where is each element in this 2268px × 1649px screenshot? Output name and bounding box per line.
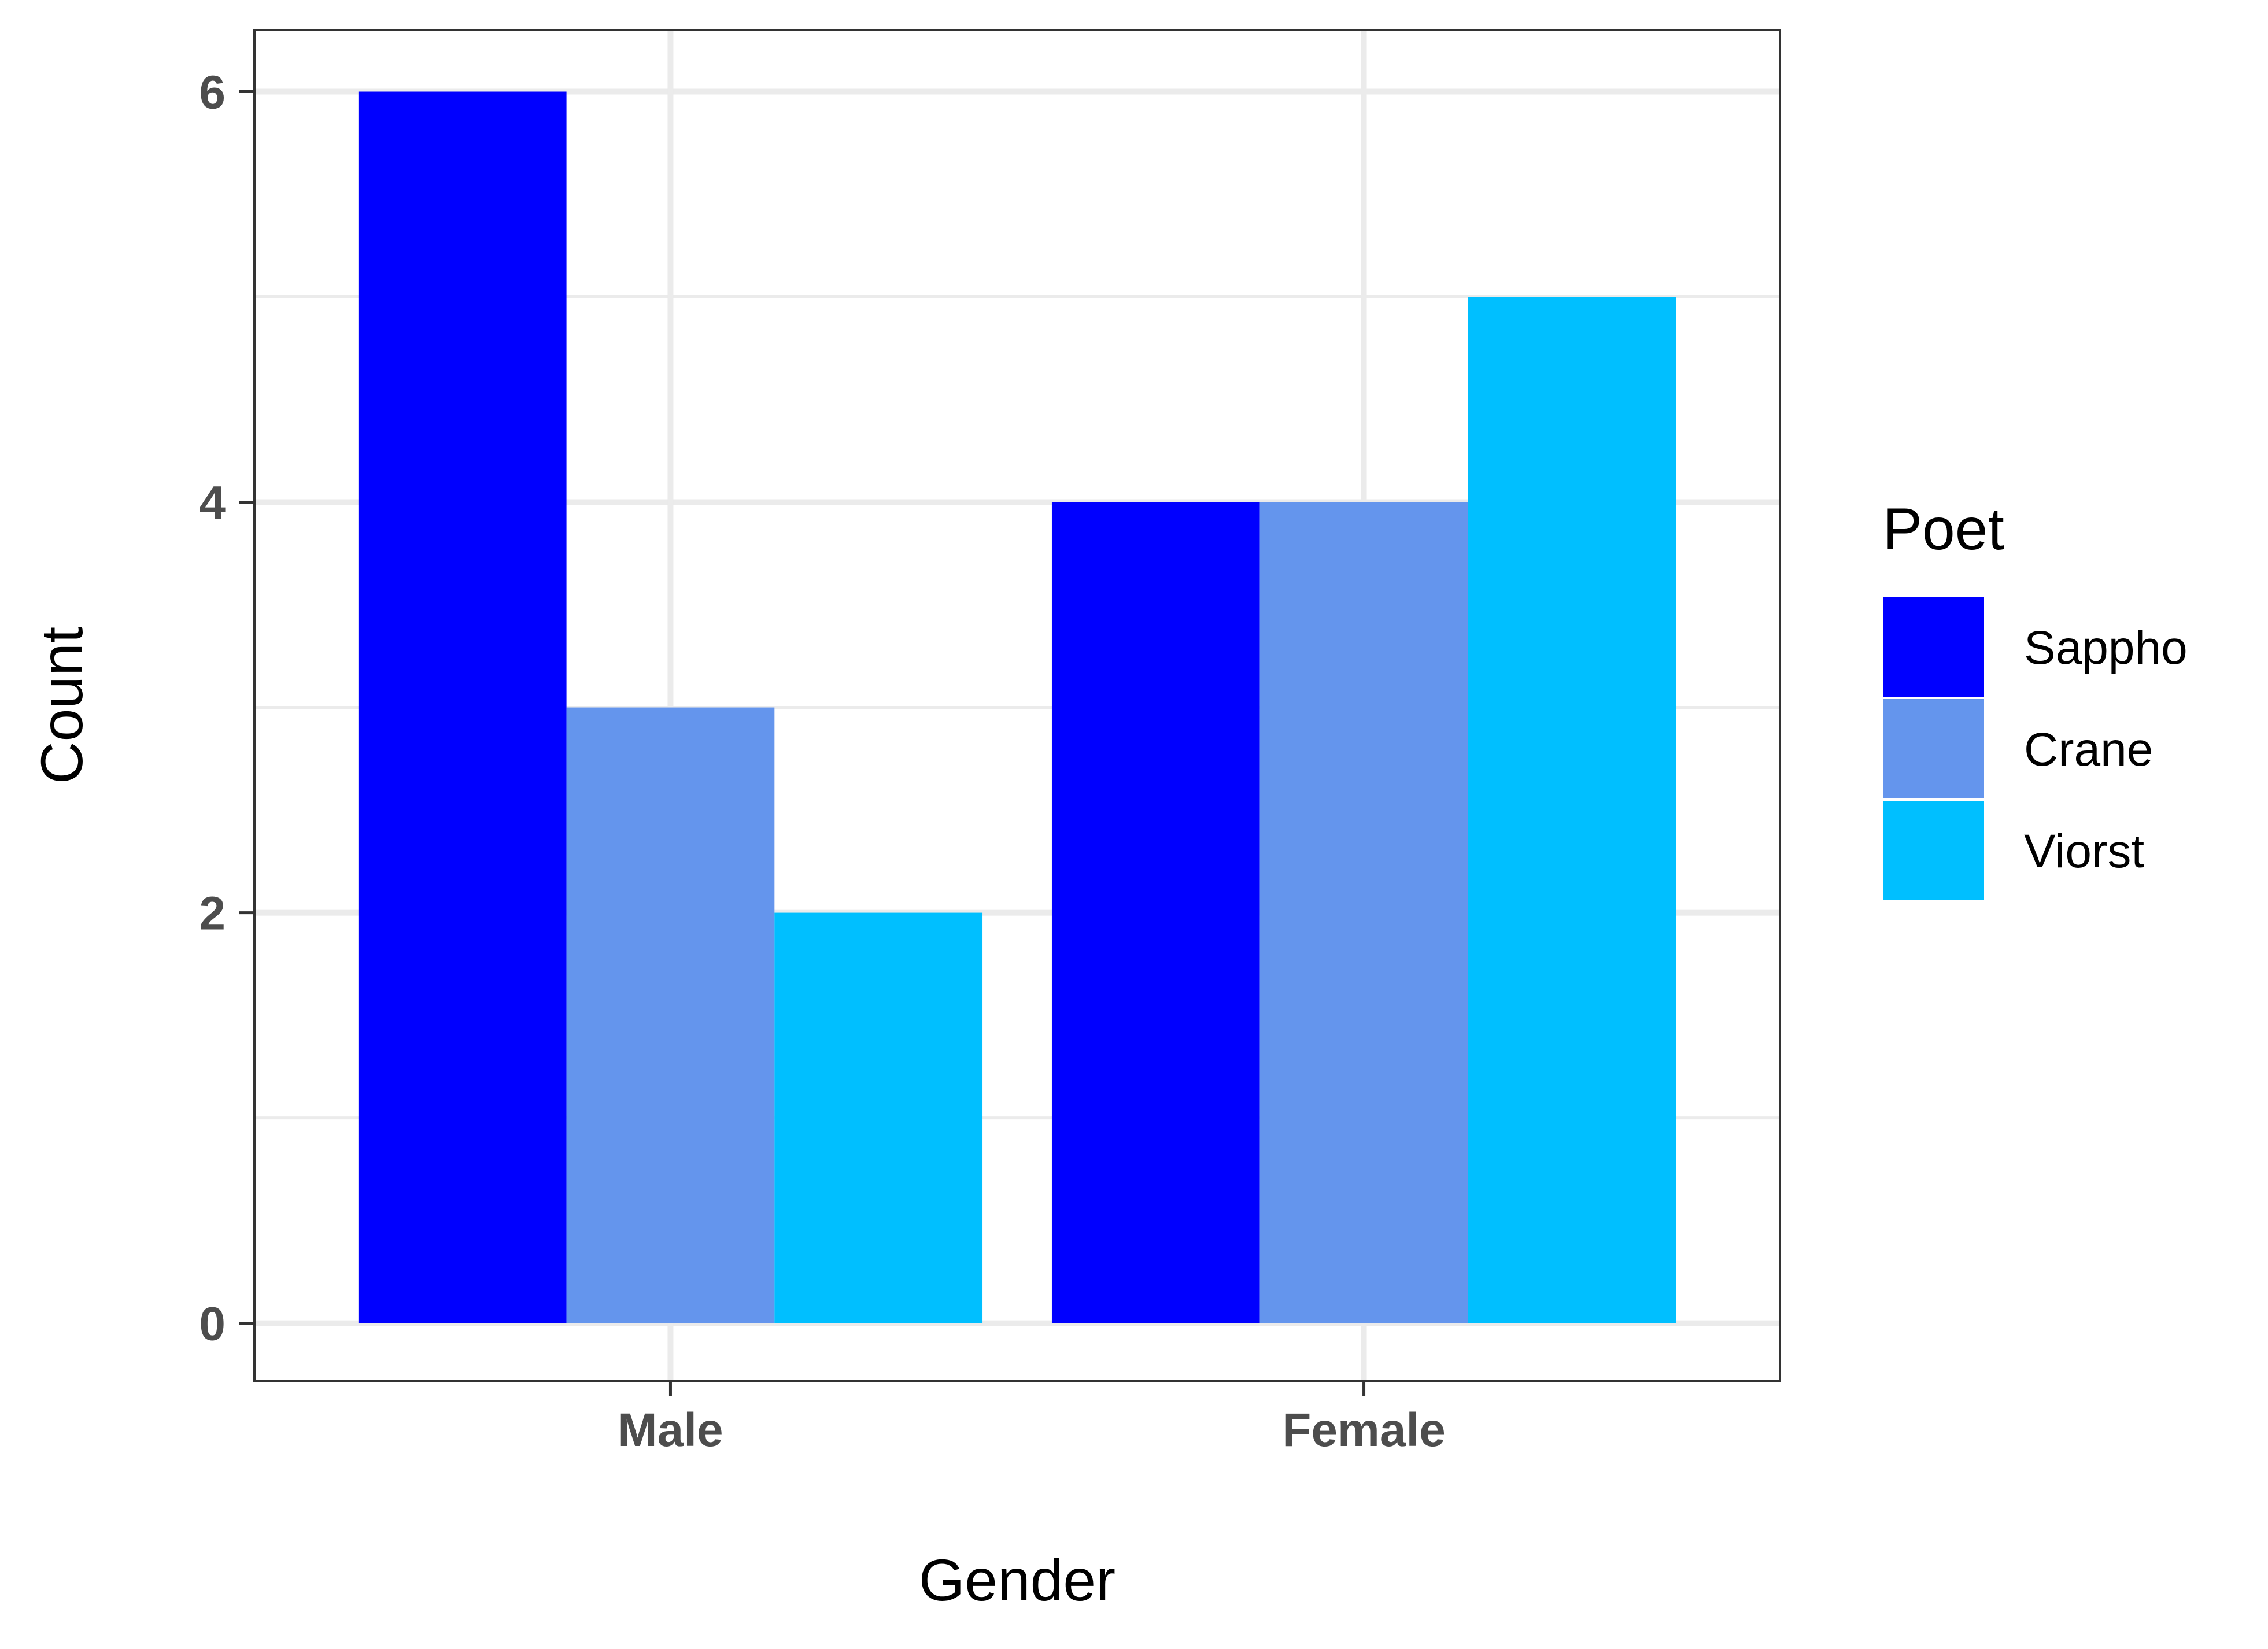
y-axis-title: Count bbox=[29, 627, 95, 784]
bar-sappho-female bbox=[1051, 502, 1260, 1323]
bar-crane-male bbox=[566, 707, 775, 1323]
legend: Poet Sappho Crane Viorst bbox=[1883, 496, 2188, 900]
legend-label-viorst: Viorst bbox=[2024, 825, 2144, 878]
y-tick-label: 4 bbox=[199, 477, 226, 530]
x-tick-label: Male bbox=[618, 1404, 723, 1456]
plot-panel bbox=[253, 29, 1781, 1382]
bar-sappho-male bbox=[358, 91, 567, 1323]
legend-key-viorst bbox=[1883, 801, 1984, 900]
bars bbox=[358, 91, 1676, 1323]
legend-key-crane bbox=[1883, 699, 1984, 798]
bar-crane-female bbox=[1259, 502, 1468, 1323]
y-tick-label: 0 bbox=[199, 1298, 226, 1351]
y-tick-label: 2 bbox=[199, 888, 226, 940]
panel-border bbox=[253, 29, 1781, 1382]
y-tick-label: 6 bbox=[199, 66, 226, 119]
bar-viorst-male bbox=[774, 912, 983, 1323]
legend-label-sappho: Sappho bbox=[2024, 622, 2188, 674]
bar-viorst-female bbox=[1468, 297, 1676, 1323]
legend-label-crane: Crane bbox=[2024, 723, 2153, 776]
x-axis: Male Female bbox=[618, 1381, 1446, 1456]
x-axis-title: Gender bbox=[919, 1547, 1115, 1613]
legend-key-sappho bbox=[1883, 597, 1984, 697]
x-tick-label: Female bbox=[1282, 1404, 1446, 1456]
legend-title: Poet bbox=[1883, 496, 2004, 562]
y-axis: 0 2 4 6 bbox=[199, 66, 254, 1351]
